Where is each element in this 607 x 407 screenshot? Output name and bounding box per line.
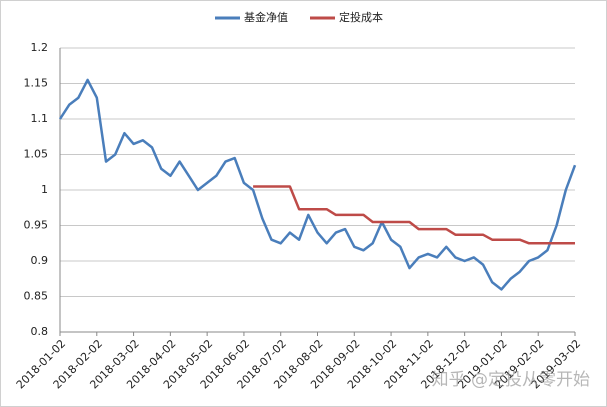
- y-tick-label: 1.1: [31, 112, 49, 125]
- legend-label: 定投成本: [339, 10, 383, 24]
- y-tick-label: 1.2: [31, 41, 49, 54]
- line-series: [253, 185, 575, 245]
- y-tick-label: 1.15: [24, 77, 49, 90]
- watermark: 知乎 @定投从零开始: [432, 370, 590, 390]
- legend-label: 基金净值: [244, 10, 288, 24]
- y-tick-label: 0.9: [31, 254, 49, 267]
- y-tick-label: 0.8: [31, 325, 49, 338]
- y-tick-label: 0.85: [24, 290, 49, 303]
- y-tick-label: 0.95: [24, 219, 49, 232]
- line-series: [58, 78, 577, 291]
- y-tick-label: 1.05: [24, 148, 49, 161]
- y-tick-label: 1: [41, 183, 48, 196]
